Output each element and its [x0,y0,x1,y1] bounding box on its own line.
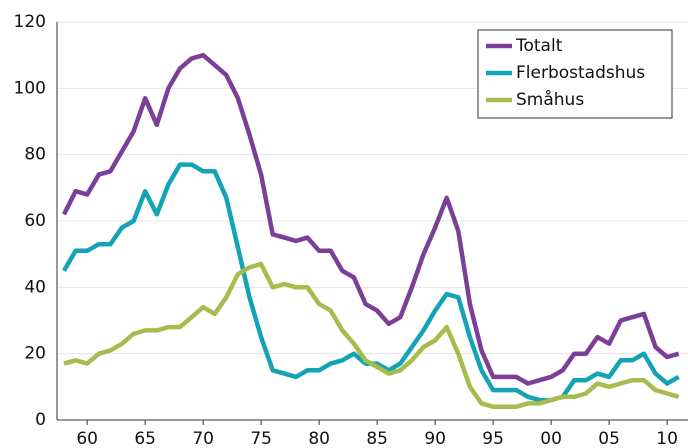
y-tick-label: 120 [14,12,46,32]
x-tick-label: 65 [134,429,156,448]
x-tick-label: 80 [308,429,330,448]
x-tick-label: 90 [424,429,446,448]
series-line [63,261,680,409]
y-tick-label: 40 [24,277,46,297]
x-tick-label: 75 [250,429,272,448]
legend-label: Flerbostadshus [516,63,645,83]
legend-label: Totalt [515,36,563,56]
y-tick-label: 100 [14,78,46,98]
y-tick-label: 20 [24,344,46,364]
y-tick-label: 60 [24,211,46,231]
x-tick-label: 85 [366,429,388,448]
y-tick-label: 0 [35,410,46,430]
series-line [61,52,680,386]
x-tick-label: 05 [598,429,620,448]
legend-label: Småhus [516,89,584,110]
x-tick-label: 10 [656,429,678,448]
x-tick-label: 70 [192,429,214,448]
x-tick-label: 00 [540,429,562,448]
x-tick-label: 60 [76,429,98,448]
y-tick-label: 80 [24,145,46,165]
x-tick-label: 95 [482,429,504,448]
